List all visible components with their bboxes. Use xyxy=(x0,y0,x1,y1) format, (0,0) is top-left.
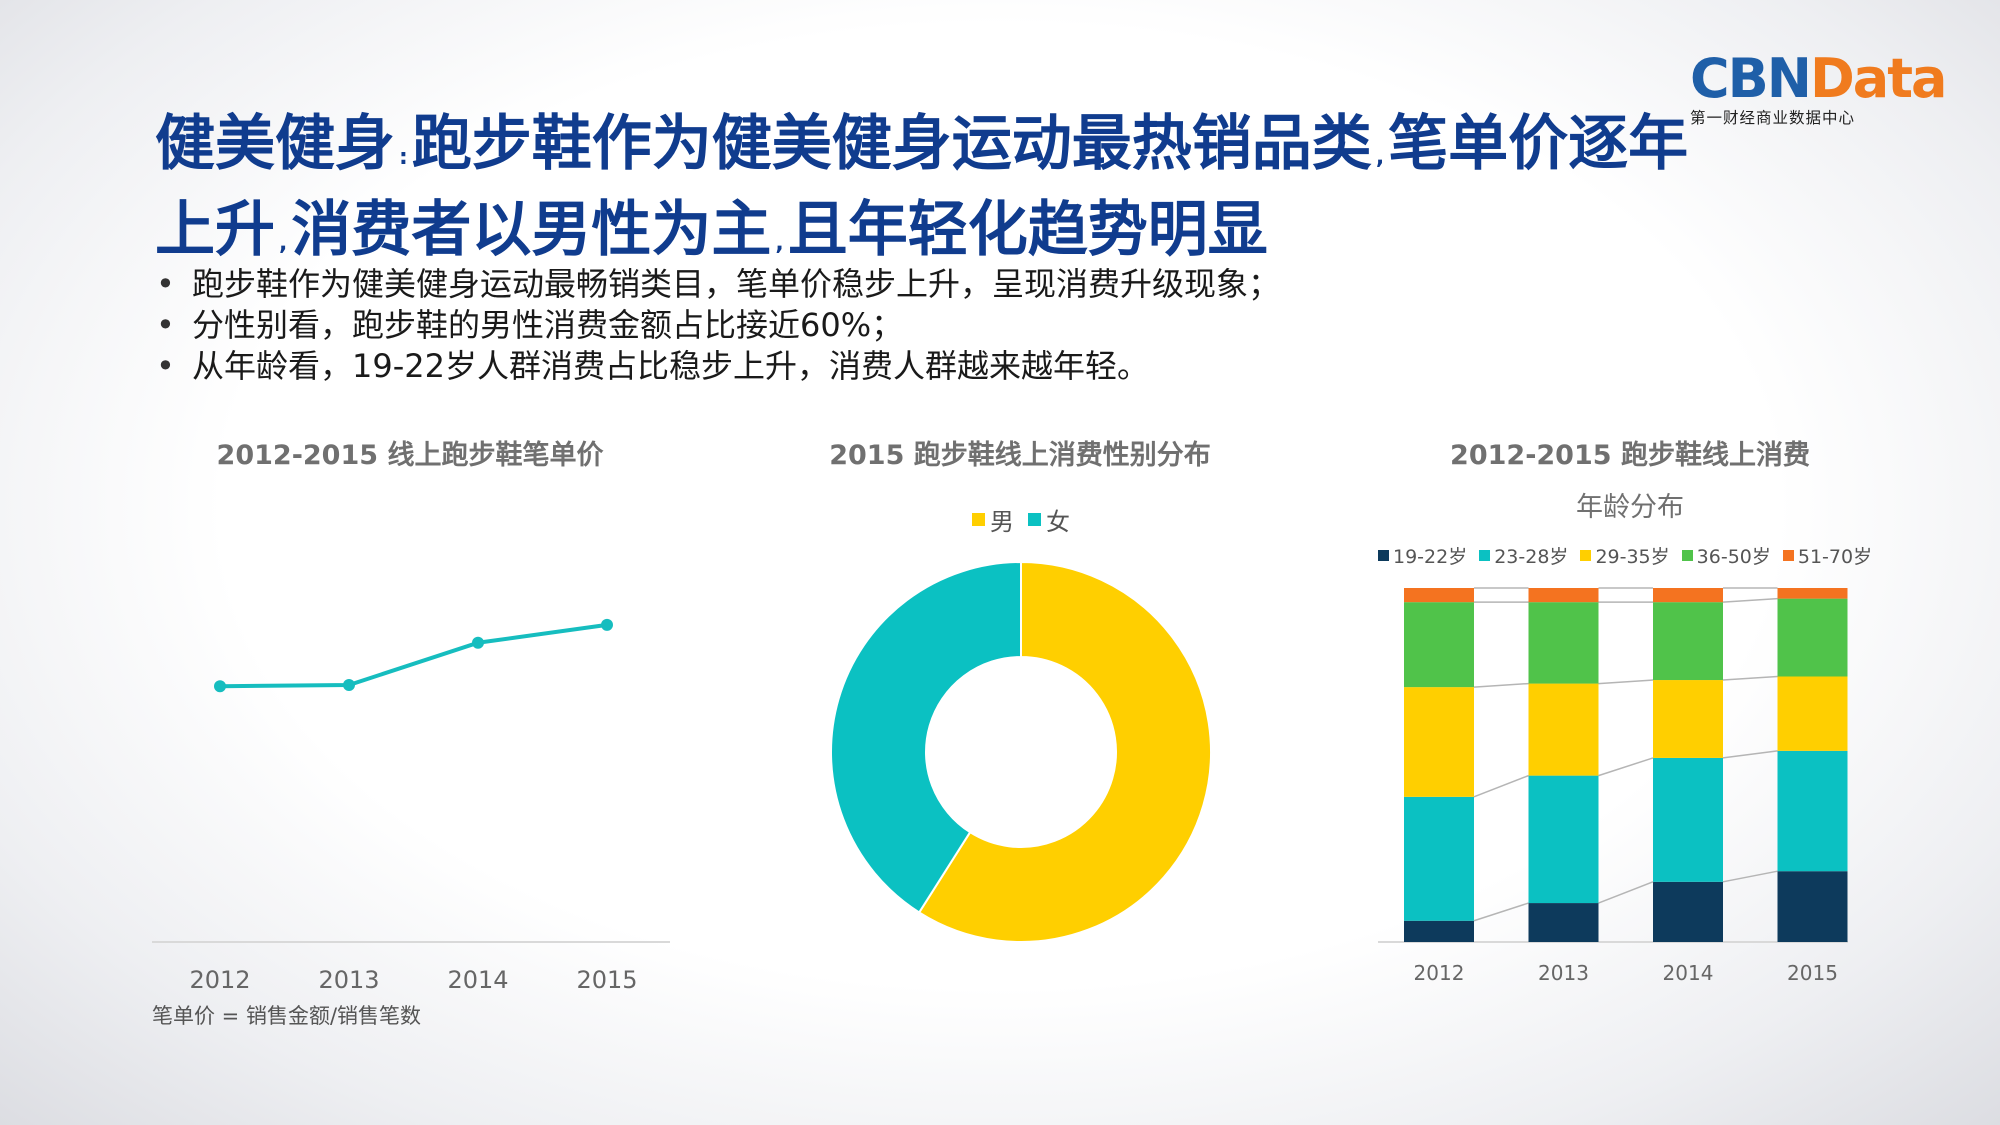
series-connector-23-28岁 xyxy=(1473,774,1529,798)
stacked-legend: 19-22岁 23-28岁 29-35岁 36-50岁 51-70岁 xyxy=(1378,542,1884,569)
legend-swatch xyxy=(1479,550,1491,561)
line-chart-title: 2012-2015 线上跑步鞋笔单价 xyxy=(216,440,604,471)
x-tick-label-2014: 2014 xyxy=(1663,961,1714,985)
stacked-chart-title: 2012-2015 跑步鞋线上消费 年龄分布 xyxy=(1450,440,1810,523)
legend-item-male: 男 xyxy=(972,502,1014,537)
x-tick-label-2015: 2015 xyxy=(1787,961,1838,985)
line-point-2012 xyxy=(214,680,226,693)
series-connector-23-28岁 xyxy=(1722,750,1778,759)
bar-segment-2012-23-28岁 xyxy=(1404,796,1474,921)
page-title: 健美健身:跑步鞋作为健美健身运动最热销品类 ,笔单价逐年 上升 ,消费者以男性为主,… xyxy=(155,109,1689,265)
legend-item-29-35: 29-35岁 xyxy=(1580,542,1670,569)
bar-segment-2012-19-22岁 xyxy=(1404,920,1474,942)
bar-segment-2014-36-50岁 xyxy=(1653,602,1723,681)
bullet-item: 跑步鞋作为健美健身运动最畅销类目，笔单价稳步上升，呈现消费升级现象； xyxy=(150,264,1280,305)
bar-segment-2015-36-50岁 xyxy=(1777,598,1848,677)
donut-chart-title: 2015 跑步鞋线上消费性别分布 xyxy=(829,440,1211,471)
bar-segment-2013-29-35岁 xyxy=(1528,683,1599,776)
bar-segment-2015-51-70岁 xyxy=(1777,588,1848,599)
series-connector-19-22岁 xyxy=(1722,870,1778,883)
bullet-item: 分性别看，跑步鞋的男性消费金额占比接近60%； xyxy=(150,305,1280,346)
bar-segment-2014-19-22岁 xyxy=(1653,881,1723,942)
logo-subtitle: 第一财经商业数据中心 xyxy=(1690,109,1856,127)
legend-swatch xyxy=(972,513,985,526)
x-tick-label-2014: 2014 xyxy=(447,966,508,994)
summary-bullets: 跑步鞋作为健美健身运动最畅销类目，笔单价稳步上升，呈现消费升级现象； 分性别看，… xyxy=(150,264,1280,387)
donut-legend: 男 女 xyxy=(972,502,1084,537)
line-point-2013 xyxy=(343,678,355,691)
bar-segment-2015-19-22岁 xyxy=(1777,871,1848,942)
series-connector-19-22岁 xyxy=(1598,881,1654,904)
donut-slice-female xyxy=(830,560,1022,914)
bar-segment-2013-36-50岁 xyxy=(1528,602,1599,684)
x-tick-label-2013: 2013 xyxy=(1538,961,1589,985)
line-point-2015 xyxy=(601,618,613,631)
bar-segment-2015-29-35岁 xyxy=(1777,676,1848,751)
legend-item-19-22: 19-22岁 xyxy=(1378,542,1467,569)
bullet-item: 从年龄看，19-22岁人群消费占比稳步上升，消费人群越来越年轻。 xyxy=(150,346,1280,387)
cbndata-logo: CBNData 第一财经商业数据中心 xyxy=(1690,50,1960,128)
legend-item-36-50: 36-50岁 xyxy=(1681,542,1771,569)
x-tick-label-2013: 2013 xyxy=(318,966,379,994)
legend-item-female: 女 xyxy=(1028,502,1070,537)
x-tick-label-2012: 2012 xyxy=(189,966,250,994)
bar-segment-2014-23-28岁 xyxy=(1653,757,1723,882)
legend-swatch xyxy=(1580,550,1592,561)
series-connector-19-22岁 xyxy=(1473,902,1529,922)
x-tick-label-2012: 2012 xyxy=(1414,961,1465,985)
legend-swatch xyxy=(1028,513,1041,526)
legend-swatch xyxy=(1782,550,1794,561)
series-connector-29-35岁 xyxy=(1473,682,1529,688)
legend-swatch xyxy=(1681,550,1693,561)
logo-wordmark: CBNData xyxy=(1690,47,1948,110)
x-tick-label-2015: 2015 xyxy=(576,966,637,994)
series-connector-29-35岁 xyxy=(1722,675,1778,681)
line-point-2014 xyxy=(472,636,484,649)
donut-slice-male xyxy=(917,560,1212,943)
bar-segment-2013-23-28岁 xyxy=(1528,775,1599,904)
footnote: 笔单价 = 销售金额/销售笔数 xyxy=(152,1004,422,1028)
bar-segment-2012-36-50岁 xyxy=(1404,602,1474,688)
legend-item-23-28: 23-28岁 xyxy=(1479,542,1568,569)
bar-segment-2012-29-35岁 xyxy=(1404,687,1474,797)
series-connector-36-50岁 xyxy=(1722,597,1778,603)
series-connector-29-35岁 xyxy=(1598,679,1654,685)
bar-segment-2013-51-70岁 xyxy=(1528,588,1599,603)
bar-segment-2012-51-70岁 xyxy=(1404,588,1474,603)
bar-segment-2014-29-35岁 xyxy=(1653,680,1723,758)
bar-segment-2015-23-28岁 xyxy=(1777,750,1848,872)
series-connector-23-28岁 xyxy=(1598,757,1654,777)
bar-segment-2014-51-70岁 xyxy=(1653,588,1723,603)
legend-swatch xyxy=(1378,550,1389,561)
legend-item-51-70: 51-70岁 xyxy=(1782,542,1872,569)
bar-segment-2013-19-22岁 xyxy=(1528,903,1599,942)
line-series xyxy=(219,622,608,689)
